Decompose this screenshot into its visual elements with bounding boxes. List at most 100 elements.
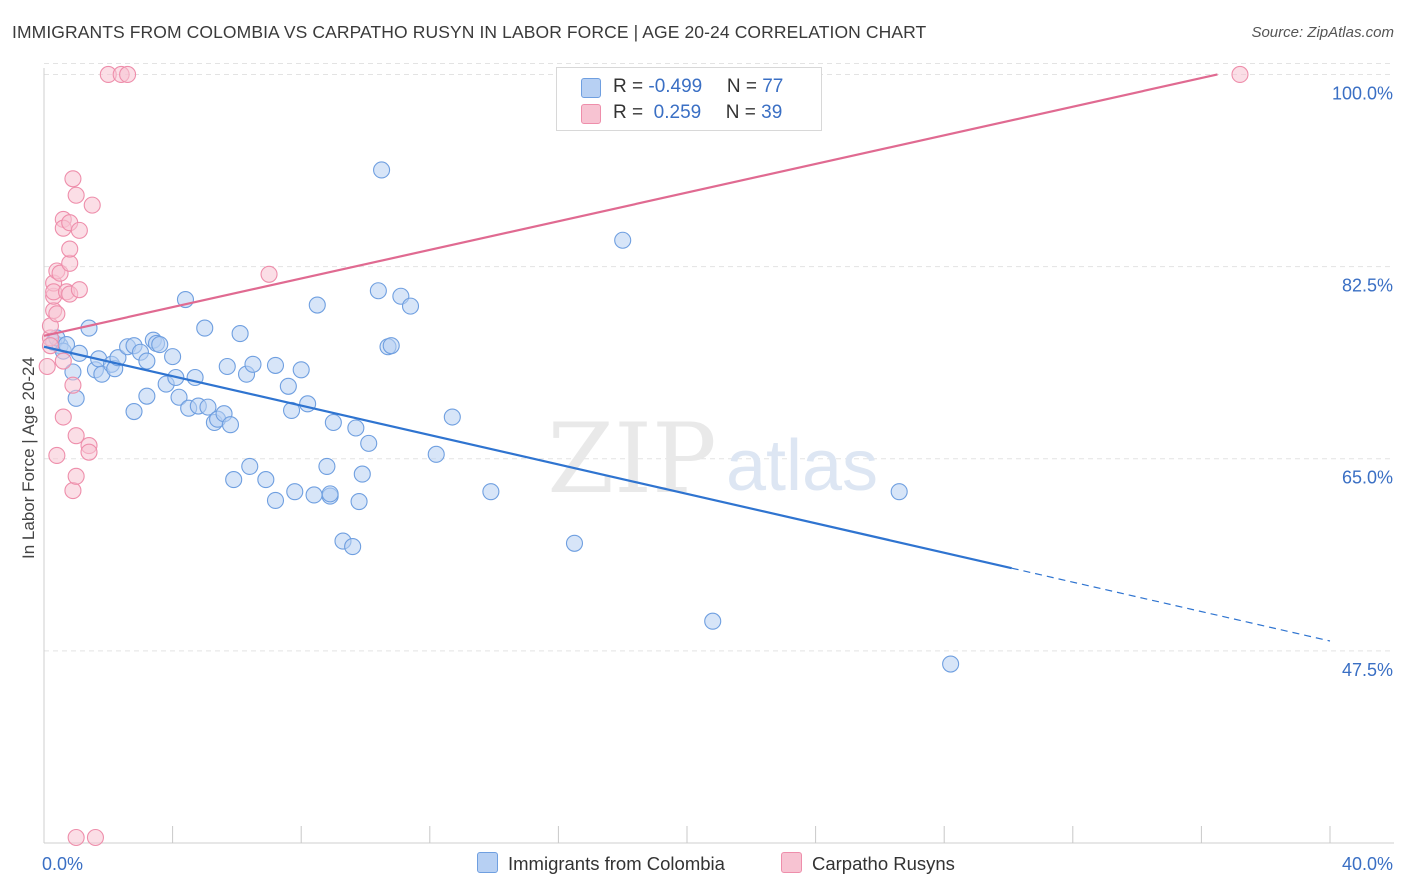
point-blue-32 [196,319,214,337]
point-blue-27 [170,388,188,406]
trend-blue-dashed [1011,567,1331,642]
trend-blue-solid [43,345,1012,570]
legend-swatch-pink [581,104,601,124]
point-blue-20 [138,352,156,370]
point-pink-31 [80,443,98,461]
series-colombia [45,161,960,673]
point-blue-33 [199,398,217,416]
point-pink-32 [83,196,101,214]
grid-lines [44,62,1394,652]
point-blue-49 [286,483,304,501]
point-blue-65 [373,161,391,179]
r-label: R = [613,102,649,123]
trend-lines [43,73,1331,642]
point-blue-74 [614,231,632,249]
y-tick-label-3: 100.0% [1332,83,1393,103]
point-blue-69 [401,297,420,315]
point-pink-0 [38,357,56,376]
point-blue-43 [244,355,262,373]
point-blue-38 [221,416,240,434]
point-pink-27 [67,828,85,847]
watermark-atlas: atlas [726,426,878,506]
point-blue-70 [427,445,445,463]
legend-swatch-pink [781,852,802,873]
n-label: N = [725,102,762,123]
point-blue-44 [257,471,275,489]
point-blue-64 [369,282,387,300]
y-axis-label: In Labor Force | Age 20-24 [19,357,38,559]
y-tick-label-2: 82.5% [1342,276,1393,296]
point-blue-37 [218,357,236,376]
x-tick-label-max: 40.0% [1342,854,1393,874]
source-credit: Source: ZipAtlas.com [1251,24,1394,41]
point-pink-25 [67,427,85,445]
point-pink-37 [260,265,278,283]
point-pink-23 [64,170,82,188]
point-blue-75 [704,612,722,630]
n-value: 77 [762,76,784,97]
point-blue-50 [292,361,310,379]
point-blue-67 [382,337,400,355]
point-pink-14 [54,408,72,426]
y-tick-label-0: 47.5% [1342,660,1393,680]
point-pink-36 [119,65,137,84]
point-pink-19 [61,240,79,258]
legend-swatch-blue [477,852,498,873]
point-blue-46 [266,491,285,510]
chart-title: IMMIGRANTS FROM COLOMBIA VS CARPATHO RUS… [12,22,927,42]
watermark-zip: ZIP [547,403,716,515]
point-blue-52 [305,486,323,504]
point-blue-47 [279,377,297,395]
r-value: 0.259 [648,102,702,123]
point-blue-39 [225,471,243,489]
point-blue-61 [350,493,368,511]
point-pink-9 [48,305,66,323]
y-tick-label-1: 65.0% [1342,468,1393,488]
n-label: N = [726,76,763,97]
point-blue-63 [360,434,378,452]
point-pink-2 [41,337,59,355]
point-pink-24 [67,186,85,204]
point-pink-10 [48,446,66,464]
axes [43,68,1394,844]
point-blue-72 [482,483,500,501]
legend-swatch-blue [581,78,601,98]
point-blue-73 [565,534,584,552]
legend-label-colombia: Immigrants from Colombia [508,853,725,874]
point-blue-57 [324,413,342,432]
point-blue-25 [164,348,182,366]
series-carpatho-rusyns [38,65,1249,847]
r-label: R = [613,76,649,97]
point-blue-23 [151,336,169,354]
point-pink-18 [61,254,79,272]
point-blue-42 [241,457,259,475]
point-pink-29 [70,281,88,299]
point-pink-26 [67,467,85,485]
point-blue-54 [318,457,336,475]
point-pink-33 [86,828,104,847]
x-tick-label-min: 0.0% [42,854,83,874]
point-blue-77 [942,655,960,673]
legend-label-carpatho: Carpatho Rusyns [812,853,955,874]
legend-item-carpatho: Carpatho Rusyns [781,852,955,875]
trend-pink-solid [43,73,1218,337]
point-pink-13 [54,352,72,370]
point-pink-28 [70,221,88,239]
point-blue-59 [344,538,362,556]
stats-legend: R = -0.499 N = 77 R = 0.259 N = 39 [556,67,822,131]
point-pink-21 [64,376,82,394]
point-blue-71 [443,408,461,426]
point-pink-38 [1231,65,1249,84]
r-value: -0.499 [648,76,703,97]
point-blue-40 [231,325,249,343]
point-blue-53 [308,296,326,314]
point-blue-56 [321,485,339,503]
legend-text-colombia: R = -0.499 N = 77 [613,76,783,98]
point-blue-19 [138,387,156,405]
point-blue-17 [125,402,143,421]
point-blue-60 [347,419,365,437]
point-blue-62 [353,465,371,483]
point-blue-76 [890,483,908,501]
legend-text-carpatho: R = 0.259 N = 39 [613,102,782,124]
